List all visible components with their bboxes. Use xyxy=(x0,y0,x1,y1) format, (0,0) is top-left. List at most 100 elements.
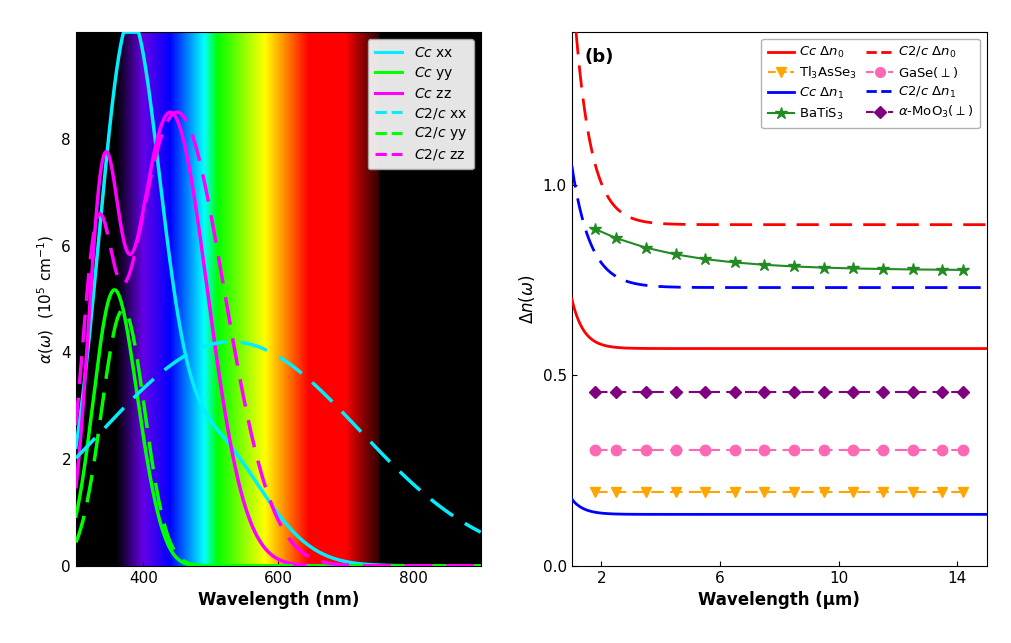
Bar xyxy=(436,32,437,566)
Bar xyxy=(440,32,441,566)
Legend: $\it{Cc}$ xx, $\it{Cc}$ yy, $\it{Cc}$ zz, $\it{C2/c}$ xx, $\it{C2/c}$ yy, $\it{C: $\it{Cc}$ xx, $\it{Cc}$ yy, $\it{Cc}$ zz… xyxy=(367,39,473,169)
Bar xyxy=(464,32,465,566)
Bar xyxy=(415,32,417,566)
Bar xyxy=(467,32,468,566)
Bar xyxy=(371,32,373,566)
Bar xyxy=(391,32,393,566)
Bar xyxy=(352,32,354,566)
Bar xyxy=(373,32,374,566)
Bar xyxy=(393,32,394,566)
Bar xyxy=(386,32,387,566)
Bar xyxy=(480,32,481,566)
Bar xyxy=(362,32,363,566)
Bar xyxy=(442,32,444,566)
Bar xyxy=(408,32,409,566)
Bar xyxy=(456,32,457,566)
Bar xyxy=(354,32,355,566)
Bar xyxy=(434,32,436,566)
Bar xyxy=(479,32,480,566)
Bar xyxy=(350,32,351,566)
Bar xyxy=(359,32,360,566)
Bar xyxy=(448,32,449,566)
Bar xyxy=(409,32,410,566)
Bar xyxy=(346,32,347,566)
Bar xyxy=(400,32,401,566)
Bar xyxy=(370,32,371,566)
Bar xyxy=(405,32,406,566)
Bar xyxy=(425,32,426,566)
Bar xyxy=(402,32,404,566)
Bar xyxy=(406,32,408,566)
Bar xyxy=(379,32,381,566)
Bar xyxy=(355,32,356,566)
Legend: $\it{Cc}$ $\Delta n_0$, Tl$_3$AsSe$_3$, $\it{Cc}$ $\Delta n_1$, BaTiS$_3$, $\it{: $\it{Cc}$ $\Delta n_0$, Tl$_3$AsSe$_3$, … xyxy=(760,39,979,128)
Bar xyxy=(348,32,350,566)
Bar xyxy=(421,32,422,566)
Bar xyxy=(471,32,472,566)
Bar xyxy=(387,32,389,566)
Bar xyxy=(430,32,432,566)
X-axis label: Wavelength (nm): Wavelength (nm) xyxy=(197,592,359,610)
Bar xyxy=(383,32,385,566)
Bar xyxy=(461,32,462,566)
Bar xyxy=(412,32,413,566)
Y-axis label: $\Delta n(\omega)$: $\Delta n(\omega)$ xyxy=(517,275,537,323)
Bar xyxy=(433,32,434,566)
Bar xyxy=(378,32,379,566)
Bar xyxy=(356,32,358,566)
Bar xyxy=(438,32,440,566)
Bar xyxy=(401,32,402,566)
Bar xyxy=(366,32,367,566)
Y-axis label: $\alpha(\omega)$  $(10^5\ \mathrm{cm}^{-1})$: $\alpha(\omega)$ $(10^5\ \mathrm{cm}^{-1… xyxy=(35,235,56,363)
Bar xyxy=(397,32,398,566)
Bar xyxy=(437,32,438,566)
Bar xyxy=(465,32,467,566)
Bar xyxy=(389,32,390,566)
Bar xyxy=(475,32,476,566)
Bar xyxy=(410,32,412,566)
Bar xyxy=(446,32,448,566)
Bar xyxy=(452,32,453,566)
Bar xyxy=(468,32,469,566)
Bar xyxy=(398,32,400,566)
Bar xyxy=(377,32,378,566)
Bar xyxy=(358,32,359,566)
Bar xyxy=(450,32,452,566)
Bar xyxy=(413,32,415,566)
Bar xyxy=(441,32,442,566)
Bar xyxy=(76,32,116,566)
Bar xyxy=(367,32,369,566)
Bar xyxy=(426,32,427,566)
Bar xyxy=(453,32,454,566)
Bar xyxy=(418,32,419,566)
Bar xyxy=(395,32,397,566)
Bar xyxy=(469,32,471,566)
Bar xyxy=(429,32,430,566)
Bar xyxy=(382,32,383,566)
Bar xyxy=(365,32,366,566)
Bar xyxy=(427,32,429,566)
Bar xyxy=(457,32,458,566)
Bar xyxy=(476,32,477,566)
Bar xyxy=(422,32,423,566)
Bar xyxy=(351,32,352,566)
Bar xyxy=(360,32,362,566)
Bar xyxy=(462,32,464,566)
Bar xyxy=(458,32,460,566)
Bar xyxy=(477,32,479,566)
Bar xyxy=(444,32,445,566)
Bar xyxy=(472,32,473,566)
Bar xyxy=(374,32,375,566)
Text: (a): (a) xyxy=(92,48,120,66)
Bar xyxy=(432,32,433,566)
Bar xyxy=(419,32,421,566)
Bar xyxy=(454,32,456,566)
Bar xyxy=(381,32,382,566)
Bar xyxy=(460,32,461,566)
Text: (b): (b) xyxy=(583,48,613,66)
Bar xyxy=(394,32,395,566)
Bar xyxy=(385,32,386,566)
X-axis label: Wavelength (μm): Wavelength (μm) xyxy=(698,592,859,610)
Bar xyxy=(473,32,475,566)
Bar xyxy=(363,32,365,566)
